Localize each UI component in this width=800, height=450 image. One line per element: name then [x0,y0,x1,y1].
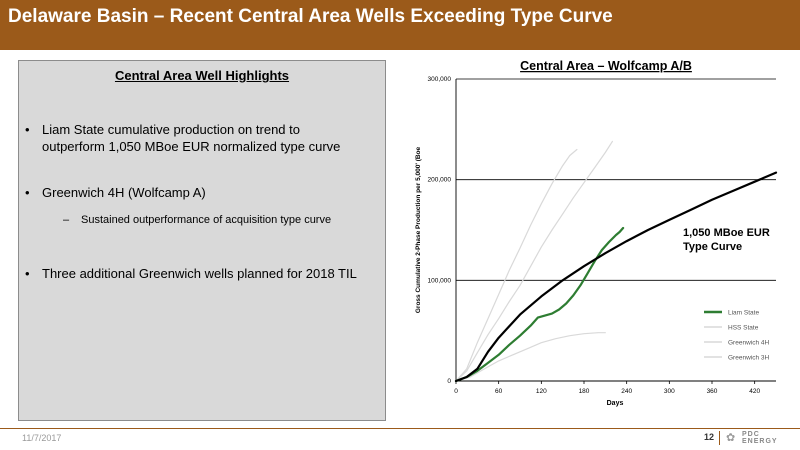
x-tick-label: 60 [495,388,503,395]
bullet-text: Greenwich 4H (Wolfcamp A) [42,185,206,200]
footer-date: 11/7/2017 [22,433,62,443]
dash-glyph: – [63,214,70,226]
y-axis-label: Gross Cumulative 2-Phase Production per … [415,146,422,313]
series-line-greenwich-3h [455,332,606,382]
production-chart: Central Area – Wolfcamp A/B 0 100,000 200,… [415,59,778,407]
bullet-glyph: • [25,185,30,200]
chart-title: Central Area – Wolfcamp A/B [520,59,692,73]
bullet-glyph: • [25,266,30,281]
title-bar: Delaware Basin – Recent Central Area Wel… [0,0,800,50]
page-number: 12 [704,432,715,442]
x-tick-label: 120 [536,388,547,395]
company-logo: ✿ PDC ENERGY [726,430,796,446]
bullet-text: Three additional Greenwich wells planned… [42,266,357,281]
x-tick-label: 300 [664,388,675,395]
panel-heading: Central Area Well Highlights [114,68,290,83]
legend-label-hss-state: HSS State [728,325,759,332]
page-title: Delaware Basin – Recent Central Area Wel… [8,6,613,27]
x-axis-label: Days [607,400,624,407]
bullet-text: Liam State cumulative production on tren… [42,122,341,154]
series-line-1-050-mboe-eur-type-curve [454,171,778,383]
logo-text-line1: PDC [742,431,760,438]
x-tick-label: 0 [454,388,458,395]
footer-separator [719,431,720,445]
logo-text-line2: ENERGY [742,438,778,445]
y-tick-label: 100,000 [428,277,452,284]
type-curve-annotation-line1: 1,050 MBoe EUR [683,227,770,239]
legend-label-greenwich-3h: Greenwich 3H [728,355,769,362]
series-line-hss-state [455,140,613,382]
y-tick-label: 0 [447,378,451,385]
x-tick-label: 180 [579,388,590,395]
sub-bullet-text: Sustained outperformance of acquisition … [81,214,332,226]
x-tick-label: 420 [749,388,760,395]
x-tick-label: 360 [707,388,718,395]
logo-mark-icon: ✿ [726,432,736,444]
type-curve-annotation-line2: Type Curve [683,241,742,253]
footer-rule [0,428,800,429]
y-tick-label: 300,000 [428,76,452,83]
highlights-panel: Central Area Well Highlights • Liam Stat… [18,60,386,421]
series-line-liam-state [454,226,625,383]
legend-label-greenwich-4h: Greenwich 4H [728,340,769,347]
bullet-glyph: • [25,122,30,137]
x-tick-label: 240 [621,388,632,395]
y-tick-label: 200,000 [428,177,452,184]
series-line-greenwich-4h [455,148,578,382]
legend-label-liam-state: Liam State [728,310,759,317]
